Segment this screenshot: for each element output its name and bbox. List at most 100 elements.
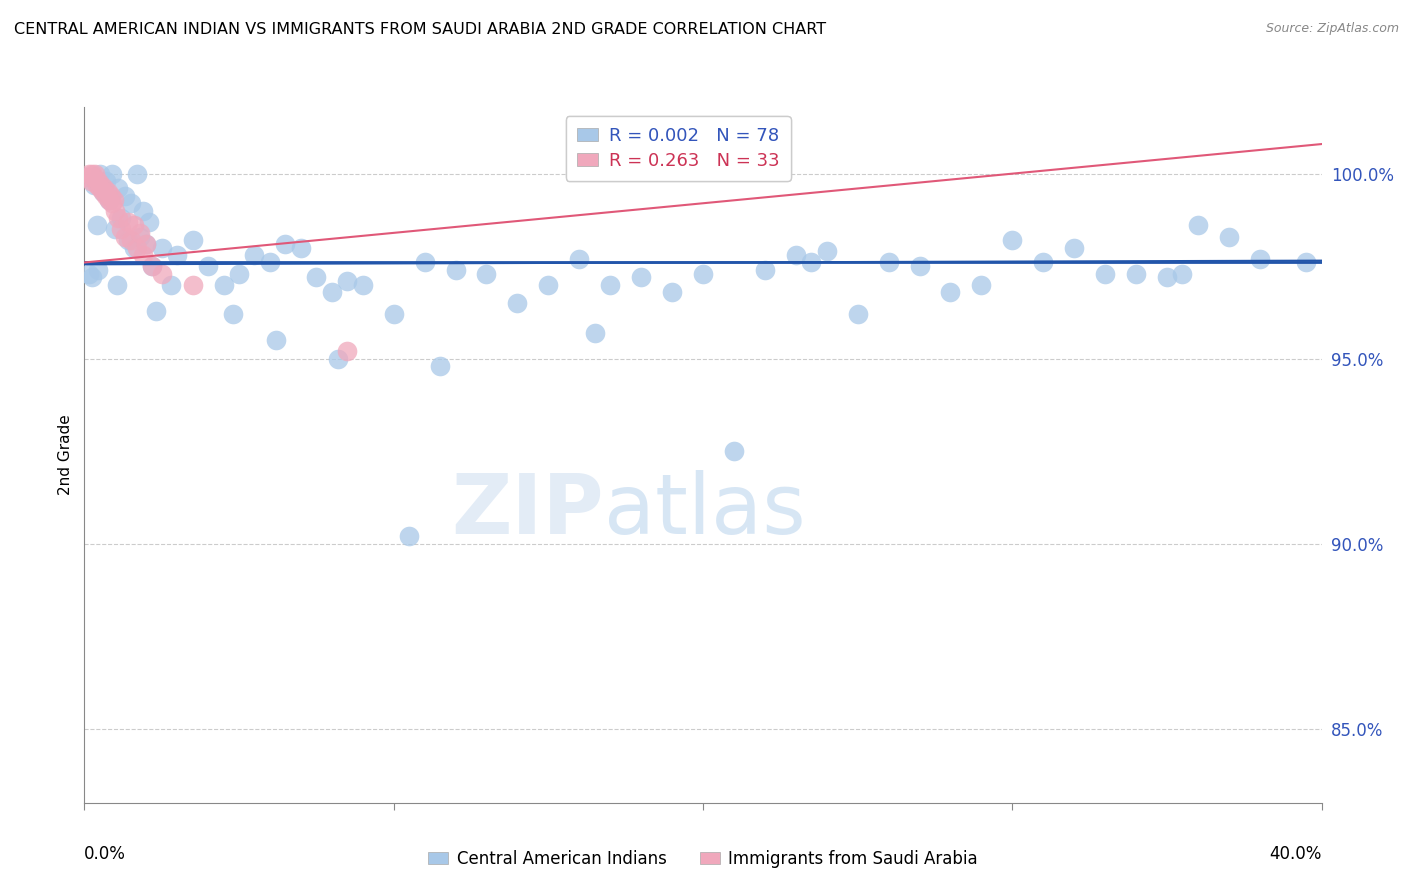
Point [160,277,183,292]
Point [1249,252,1271,266]
Point [846,307,869,321]
Point [326,351,349,366]
Point [77,167,100,181]
Point [506,296,529,310]
Point [100,189,122,203]
Text: Source: ZipAtlas.com: Source: ZipAtlas.com [1265,22,1399,36]
Point [107,181,129,195]
Point [89,167,111,181]
Point [114,229,136,244]
Point [87,263,110,277]
Point [125,241,148,255]
Point [94,189,117,203]
Point [132,203,155,218]
Point [630,270,652,285]
Point [145,303,167,318]
Point [1171,267,1194,281]
Point [321,285,343,299]
Point [83,178,105,192]
Point [692,267,714,281]
Point [114,189,136,203]
Point [877,255,900,269]
Point [76,170,98,185]
Point [79,174,101,188]
Point [98,193,121,207]
Point [197,259,219,273]
Text: 0.0%: 0.0% [84,845,127,863]
Point [661,285,683,299]
Point [1187,219,1209,233]
Point [264,333,287,347]
Point [117,233,139,247]
Point [98,193,121,207]
Point [352,277,374,292]
Point [1001,233,1024,247]
Point [970,277,993,292]
Point [110,211,132,225]
Point [181,277,204,292]
Point [290,241,312,255]
Point [91,185,114,199]
Point [120,233,142,247]
Point [91,185,114,199]
Point [89,181,111,195]
Text: CENTRAL AMERICAN INDIAN VS IMMIGRANTS FROM SAUDI ARABIA 2ND GRADE CORRELATION CH: CENTRAL AMERICAN INDIAN VS IMMIGRANTS FR… [14,22,827,37]
Point [86,178,108,192]
Point [800,255,823,269]
Point [228,267,250,281]
Point [599,277,621,292]
Point [87,174,110,188]
Point [94,174,117,188]
Text: 40.0%: 40.0% [1270,845,1322,863]
Point [138,215,160,229]
Point [908,259,931,273]
Point [1156,270,1178,285]
Point [150,267,173,281]
Text: atlas: atlas [605,470,806,551]
Point [117,215,139,229]
Point [212,277,235,292]
Point [1094,267,1116,281]
Text: ZIP: ZIP [451,470,605,551]
Point [382,307,405,321]
Point [1063,241,1085,255]
Point [132,248,155,262]
Point [274,237,297,252]
Point [181,233,204,247]
Point [243,248,266,262]
Point [122,219,145,233]
Point [568,252,591,266]
Y-axis label: 2nd Grade: 2nd Grade [58,415,73,495]
Point [723,444,745,458]
Point [583,326,606,340]
Point [135,237,157,252]
Point [1125,267,1147,281]
Point [754,263,776,277]
Point [259,255,281,269]
Point [84,167,107,181]
Point [77,267,100,281]
Point [82,270,104,285]
Point [475,267,498,281]
Point [135,237,157,252]
Point [101,167,124,181]
Legend: R = 0.002   N = 78, R = 0.263   N = 33: R = 0.002 N = 78, R = 0.263 N = 33 [565,116,790,181]
Point [110,222,132,236]
Point [101,196,124,211]
Point [141,259,163,273]
Point [96,185,118,199]
Point [104,222,127,236]
Point [537,277,560,292]
Legend: Central American Indians, Immigrants from Saudi Arabia: Central American Indians, Immigrants fro… [422,844,984,875]
Point [120,196,142,211]
Point [82,167,104,181]
Point [93,181,115,195]
Point [86,219,108,233]
Point [815,244,838,259]
Point [939,285,962,299]
Point [141,259,163,273]
Point [222,307,245,321]
Point [103,193,125,207]
Point [125,167,148,181]
Point [444,263,467,277]
